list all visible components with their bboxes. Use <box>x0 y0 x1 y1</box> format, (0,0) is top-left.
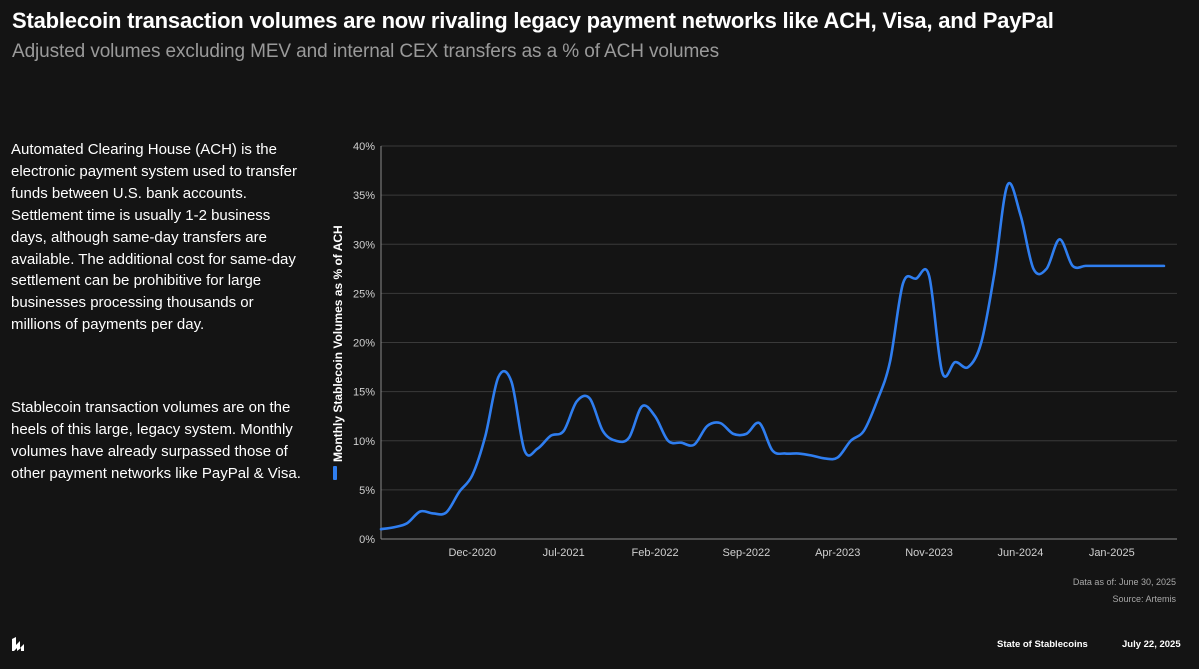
y-tick-label: 25% <box>353 288 375 300</box>
line-chart: 0% 5% 10% 15% 20% 25% 30% 35% 40% Dec-2020 Jul-202… <box>331 141 1177 559</box>
data-as-of-note: Data as of: June 30, 2025 <box>1072 577 1176 587</box>
y-tick-label: 0% <box>359 534 375 546</box>
x-tick-label: Feb-2022 <box>631 547 678 559</box>
legend-label: Monthly Stablecoin Volumes as % of ACH <box>331 225 345 462</box>
report-date: July 22, 2025 <box>1122 639 1181 650</box>
y-tick-label: 20% <box>353 338 375 350</box>
report-title: State of Stablecoins <box>997 639 1088 650</box>
y-tick-label: 10% <box>353 436 375 448</box>
x-tick-label: Apr-2023 <box>815 547 860 559</box>
series-line <box>379 181 1166 531</box>
y-tick-label: 35% <box>353 190 375 202</box>
description-paragraph-ach: Automated Clearing House (ACH) is the el… <box>11 141 297 334</box>
y-tick-label: 5% <box>359 485 375 497</box>
x-tick-label: Jul-2021 <box>543 547 585 559</box>
x-tick-label: Jan-2025 <box>1089 547 1135 559</box>
y-tick-label: 30% <box>353 239 375 251</box>
x-tick-label: Sep-2022 <box>723 547 771 559</box>
x-tick-label: Dec-2020 <box>448 547 496 559</box>
chart-title: Stablecoin transaction volumes are now r… <box>12 8 1054 33</box>
source-note: Source: Artemis <box>1112 594 1176 604</box>
brand-logo-icon <box>12 637 24 651</box>
y-tick-label: 40% <box>353 141 375 153</box>
chart-subtitle: Adjusted volumes excluding MEV and inter… <box>12 41 720 62</box>
x-tick-label: Nov-2023 <box>905 547 953 559</box>
legend-swatch <box>333 466 337 480</box>
x-tick-label: Jun-2024 <box>997 547 1043 559</box>
description-paragraph-stablecoin: Stablecoin transaction volumes are on th… <box>11 399 301 482</box>
y-tick-label: 15% <box>353 387 375 399</box>
